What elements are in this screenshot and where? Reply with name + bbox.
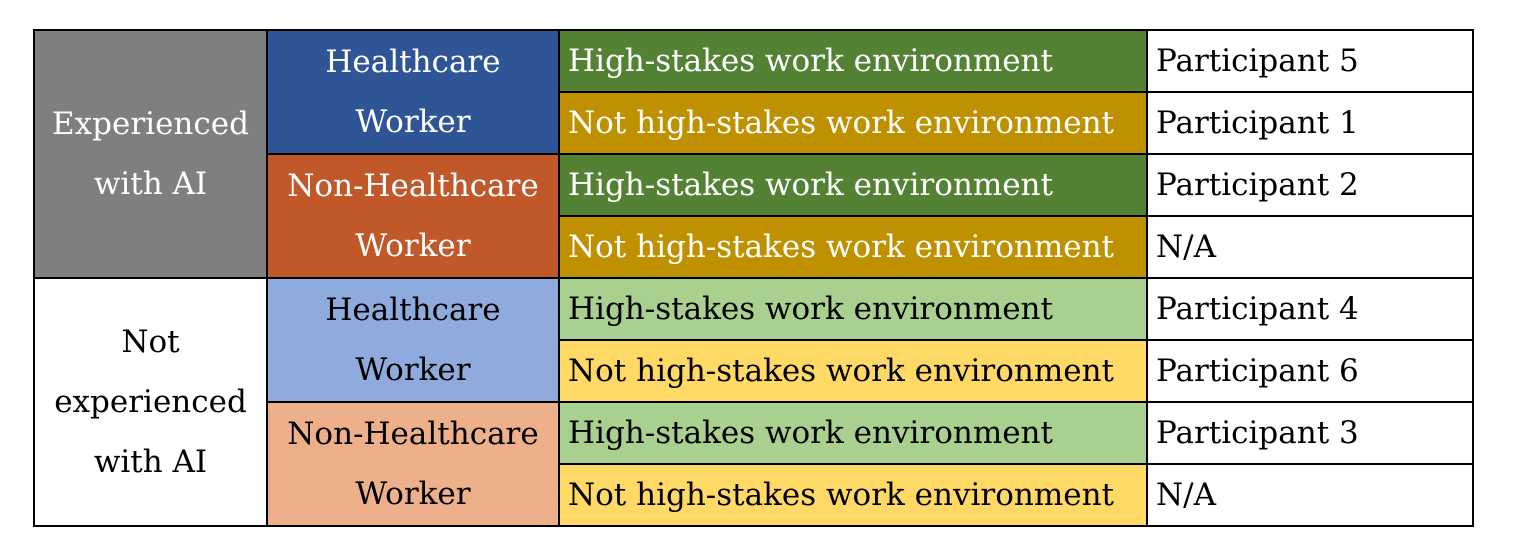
worker-label-line: Non-Healthcare	[287, 416, 539, 452]
worker-healthcare: Healthcare Worker	[266, 277, 560, 403]
table-row: Not high-stakes work environment Partici…	[34, 91, 1474, 155]
group-not-experienced-with-ai: Not experienced with AI	[33, 277, 268, 527]
environment-cell: High-stakes work environment	[558, 153, 1148, 217]
worker-non-healthcare: Non-Healthcare Worker	[266, 401, 560, 527]
environment-cell: High-stakes work environment	[558, 401, 1148, 465]
participant-cell: Participant 3	[1146, 401, 1474, 465]
worker-label-line: Worker	[355, 104, 471, 140]
table-row: Not experienced with AI Healthcare Worke…	[33, 277, 1474, 527]
environment-cell: High-stakes work environment	[558, 29, 1148, 93]
worker-non-healthcare: Non-Healthcare Worker	[266, 153, 560, 279]
group-label-line: Not	[121, 324, 180, 360]
participant-cell: Participant 6	[1146, 339, 1474, 403]
environment-cell: Not high-stakes work environment	[558, 91, 1148, 155]
worker-label-line: Worker	[355, 228, 471, 264]
environment-cell: Not high-stakes work environment	[558, 463, 1148, 527]
participant-grouping-table: Experienced with AI Healthcare Worker Hi…	[33, 29, 1474, 527]
group-label-line: experienced	[54, 384, 247, 420]
participant-cell: N/A	[1146, 215, 1474, 279]
table-row: Not high-stakes work environment Partici…	[34, 339, 1474, 403]
participant-cell: Participant 4	[1146, 277, 1474, 341]
participant-cell: Participant 2	[1146, 153, 1474, 217]
table-row: Not high-stakes work environment N/A	[34, 215, 1474, 279]
worker-label-line: Healthcare	[325, 292, 501, 328]
group-label-line: Experienced	[52, 106, 249, 142]
table-row: Non-Healthcare Worker High-stakes work e…	[34, 153, 1474, 279]
participant-cell: N/A	[1146, 463, 1474, 527]
worker-label-line: Worker	[355, 476, 471, 512]
table-row: Not high-stakes work environment N/A	[34, 463, 1474, 527]
worker-label-line: Worker	[355, 352, 471, 388]
environment-cell: High-stakes work environment	[558, 277, 1148, 341]
worker-label-line: Non-Healthcare	[287, 168, 539, 204]
participant-cell: Participant 1	[1146, 91, 1474, 155]
environment-cell: Not high-stakes work environment	[558, 339, 1148, 403]
table-row: Experienced with AI Healthcare Worker Hi…	[33, 29, 1474, 279]
table-row: Non-Healthcare Worker High-stakes work e…	[34, 401, 1474, 527]
group-label-line: with AI	[93, 444, 208, 480]
worker-label-line: Healthcare	[325, 44, 501, 80]
group-experienced-with-ai: Experienced with AI	[33, 29, 268, 279]
participant-cell: Participant 5	[1146, 29, 1474, 93]
environment-cell: Not high-stakes work environment	[558, 215, 1148, 279]
worker-healthcare: Healthcare Worker	[266, 29, 560, 155]
group-label-line: with AI	[93, 166, 208, 202]
